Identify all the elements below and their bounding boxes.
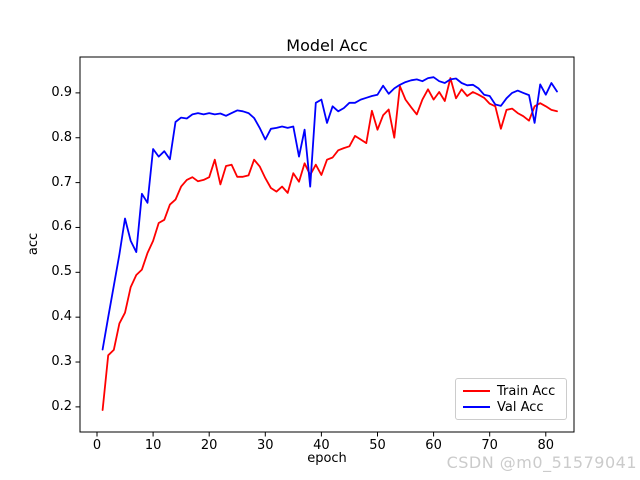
y-tick-label: 0.8	[51, 129, 72, 145]
axes-spines	[79, 56, 575, 433]
val-line-swatch	[463, 406, 490, 408]
y-tick-label: 0.2	[51, 398, 72, 414]
watermark: CSDN @m0_51579041	[446, 453, 637, 472]
y-tick-label: 0.6	[51, 219, 72, 235]
y-tick-label: 0.4	[51, 309, 72, 325]
x-tick-label: 10	[144, 438, 162, 453]
x-tick-label: 70	[481, 438, 498, 453]
chart-title: Model Acc	[286, 36, 368, 55]
legend-label-val: Val Acc	[497, 399, 544, 415]
y-tick-label: 0.5	[51, 264, 72, 280]
x-tick-label: 60	[425, 438, 442, 453]
legend: Train Acc Val Acc	[455, 378, 567, 420]
y-tick-label: 0.9	[51, 84, 72, 100]
x-tick-label: 0	[92, 438, 102, 453]
legend-entry-train: Train Acc	[463, 385, 559, 398]
x-axis-label: epoch	[307, 451, 347, 466]
x-tick-label: 40	[313, 438, 330, 453]
x-tick-label: 80	[537, 438, 555, 453]
y-tick-label: 0.7	[51, 174, 72, 190]
legend-label-train: Train Acc	[497, 383, 556, 399]
x-tick-label: 20	[200, 438, 218, 453]
train-line-swatch	[463, 390, 490, 392]
y-tick-label: 0.3	[51, 354, 72, 370]
legend-entry-val: Val Acc	[463, 401, 559, 414]
train-acc-line	[101, 77, 558, 411]
val-acc-line	[101, 76, 558, 351]
x-tick-label: 30	[257, 438, 274, 453]
x-tick-label: 50	[369, 438, 386, 453]
